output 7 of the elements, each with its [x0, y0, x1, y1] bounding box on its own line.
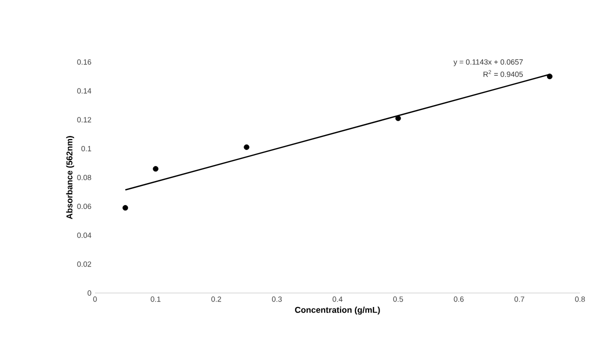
point	[546, 74, 552, 80]
point	[395, 116, 401, 122]
y-axis-title: Absorbance (562nm)	[66, 136, 74, 220]
point	[244, 144, 250, 150]
x-axis-title: Concentration (g/mL)	[295, 306, 380, 315]
point	[122, 205, 128, 211]
point	[152, 166, 158, 172]
